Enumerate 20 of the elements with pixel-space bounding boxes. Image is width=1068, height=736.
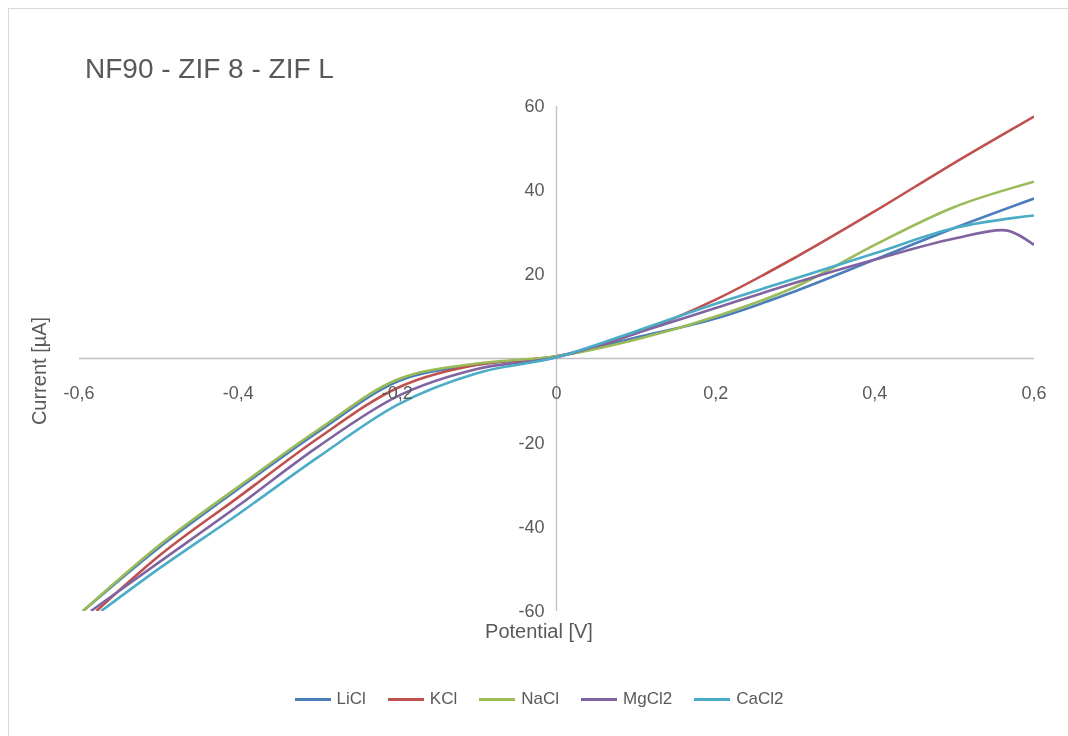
y-axis-title: Current [µA] bbox=[27, 316, 51, 426]
legend-label: LiCl bbox=[336, 689, 366, 709]
legend-label: NaCl bbox=[521, 689, 560, 709]
y-tick-label: 60 bbox=[524, 96, 545, 116]
chart-title: NF90 - ZIF 8 - ZIF L bbox=[85, 53, 334, 85]
y-tick-label: 20 bbox=[524, 264, 545, 285]
x-tick-label: -0,6 bbox=[63, 382, 95, 403]
y-tick-label: -60 bbox=[518, 601, 545, 621]
legend-label: MgCl2 bbox=[623, 689, 673, 709]
legend-label: CaCl2 bbox=[736, 689, 784, 709]
y-tick-label: 40 bbox=[524, 180, 545, 201]
y-tick-label: -40 bbox=[518, 516, 545, 537]
x-tick-label: 0,4 bbox=[862, 382, 888, 403]
x-tick-label: -0,4 bbox=[222, 382, 254, 403]
x-tick-label: 0 bbox=[551, 382, 562, 403]
x-tick-label: 0,2 bbox=[703, 382, 729, 403]
x-tick-label: 0,6 bbox=[1021, 382, 1047, 403]
legend-label: KCl bbox=[429, 689, 458, 709]
x-axis-title: Potential [V] bbox=[484, 620, 594, 643]
y-tick-label: -20 bbox=[518, 432, 545, 453]
